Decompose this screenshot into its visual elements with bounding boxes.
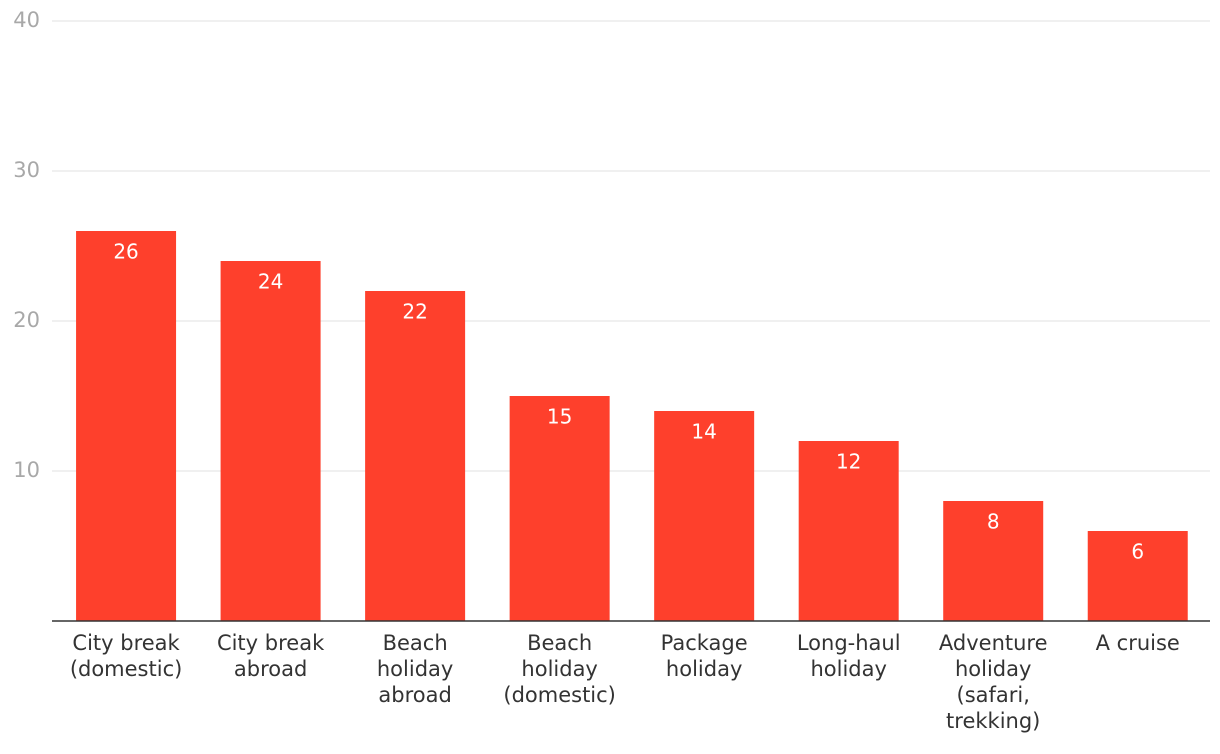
x-tick-label: (domestic) [70,657,183,681]
y-tick-label: 20 [13,308,40,332]
value-label: 8 [987,510,1000,534]
x-tick-label: Long-haul [797,631,901,655]
bar [76,231,177,621]
value-label: 22 [402,300,427,324]
y-tick-label: 30 [13,158,40,182]
x-tick-label: Beach [383,631,448,655]
value-label: 14 [691,420,716,444]
x-tick-label: A cruise [1096,631,1180,655]
bar [1087,531,1188,621]
bar [220,261,321,621]
value-label: 6 [1131,540,1144,564]
x-tick-label: trekking) [946,709,1040,733]
x-tick-label: (safari, [957,683,1030,707]
value-label: 24 [258,270,283,294]
y-tick-label: 40 [13,8,40,32]
value-label: 15 [547,405,572,429]
x-tick-label: holiday [810,657,886,681]
x-tick-label: Beach [527,631,592,655]
x-tick-label: (domestic) [503,683,616,707]
value-label: 12 [836,450,861,474]
bar [943,501,1044,621]
x-tick-label: abroad [234,657,307,681]
x-tick-label: Package [661,631,748,655]
y-tick-label: 10 [13,458,40,482]
bar [365,291,466,621]
bar [654,411,755,621]
x-tick-label: Adventure [939,631,1048,655]
x-tick-label: holiday [377,657,453,681]
x-tick-label: City break [72,631,180,655]
bar [798,441,899,621]
value-label: 26 [113,240,138,264]
x-tick-label: abroad [378,683,451,707]
x-tick-label: holiday [955,657,1031,681]
x-tick-label: holiday [521,657,597,681]
bar [509,396,610,621]
x-tick-label: City break [217,631,325,655]
x-tick-label: holiday [666,657,742,681]
